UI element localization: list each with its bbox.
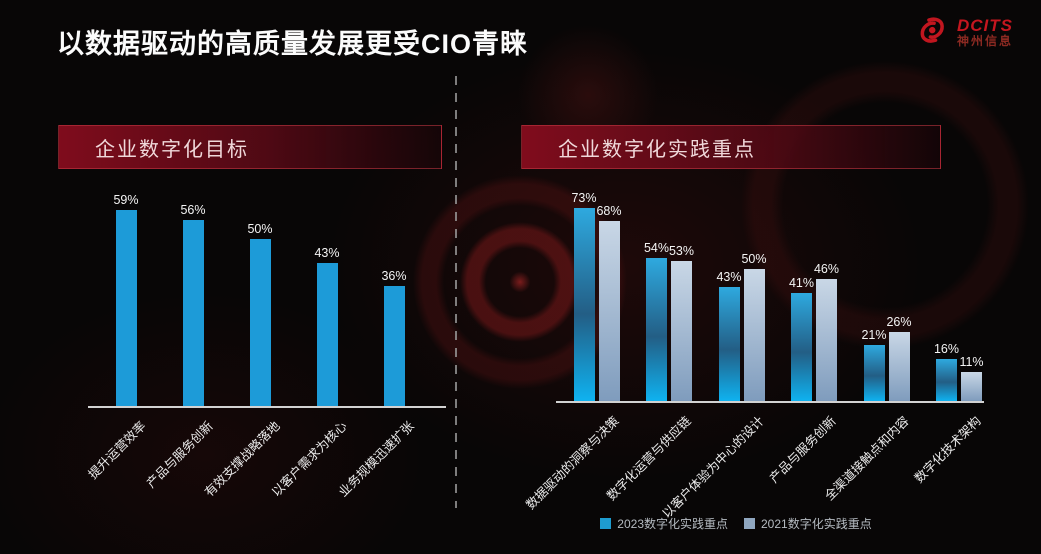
- bar-value-label: 26%: [886, 315, 912, 329]
- company-logo: DCITS 神州信息: [914, 13, 1013, 52]
- practice-bar-2021: [671, 261, 692, 401]
- legend-item: 2021数字化实践重点: [744, 515, 872, 532]
- x-axis: [556, 401, 984, 403]
- category-label: 数据驱动的洞察与决策: [522, 413, 622, 513]
- practice-bar-2023: [791, 293, 812, 401]
- goal-bar: [182, 220, 204, 406]
- practice-bar-2021: [598, 221, 620, 401]
- bar-value-label: 59%: [113, 193, 139, 207]
- logo-brand-text: DCITS: [957, 15, 1013, 35]
- bar-value-label: 50%: [741, 252, 767, 266]
- bar-value-label: 41%: [788, 276, 815, 290]
- practice-bar-2023: [863, 345, 885, 401]
- goal-bar: [383, 286, 405, 406]
- legend-label: 2023数字化实践重点: [617, 517, 728, 531]
- bar-value-label: 11%: [959, 355, 984, 369]
- bar-value-label: 56%: [180, 203, 206, 217]
- category-label: 数字化技术架构: [911, 413, 984, 486]
- bar-value-label: 43%: [716, 270, 742, 284]
- logo-company-text: 神州信息: [957, 34, 1014, 49]
- practice-bar-2023: [573, 208, 595, 401]
- bar-value-label: 46%: [813, 262, 840, 276]
- category-label: 产品与服务创新: [766, 413, 839, 486]
- panel-divider: [455, 76, 457, 508]
- bar-value-label: 53%: [668, 244, 695, 258]
- practice-bar-2021: [816, 279, 837, 401]
- practice-bar-2023: [718, 287, 740, 401]
- legend-label: 2021数字化实践重点: [761, 517, 872, 531]
- x-axis: [88, 406, 446, 408]
- legend: 2023数字化实践重点 2021数字化实践重点: [521, 515, 951, 532]
- goal-bar: [115, 210, 137, 406]
- slide-title: 以数据驱动的高质量发展更受CIO青睐: [57, 29, 529, 59]
- bar-value-label: 68%: [596, 204, 622, 218]
- left-panel-header: 企业数字化目标: [58, 125, 442, 169]
- practice-bar-2021: [743, 269, 765, 401]
- practice-bar-2021: [888, 332, 910, 401]
- right-panel-header-label: 企业数字化实践重点: [558, 138, 756, 161]
- practice-bar-2023: [646, 258, 667, 401]
- legend-swatch-2023: [600, 518, 612, 529]
- practice-bar-2021: [961, 372, 982, 401]
- left-panel-header-label: 企业数字化目标: [95, 138, 249, 161]
- legend-swatch-2021: [744, 518, 755, 529]
- goal-bar: [316, 263, 338, 406]
- bar-value-label: 54%: [643, 241, 670, 255]
- dcits-swirl-icon: [909, 8, 957, 57]
- bar-value-label: 73%: [571, 191, 597, 205]
- bar-value-label: 21%: [861, 328, 887, 342]
- right-panel-header: 企业数字化实践重点: [521, 125, 941, 169]
- bar-value-label: 36%: [381, 269, 407, 283]
- bar-value-label: 50%: [247, 222, 273, 236]
- goal-bar: [249, 239, 271, 406]
- legend-item: 2023数字化实践重点: [600, 515, 728, 532]
- bar-value-label: 43%: [314, 246, 340, 260]
- practice-bar-2023: [936, 359, 957, 401]
- bar-value-label: 16%: [933, 342, 960, 356]
